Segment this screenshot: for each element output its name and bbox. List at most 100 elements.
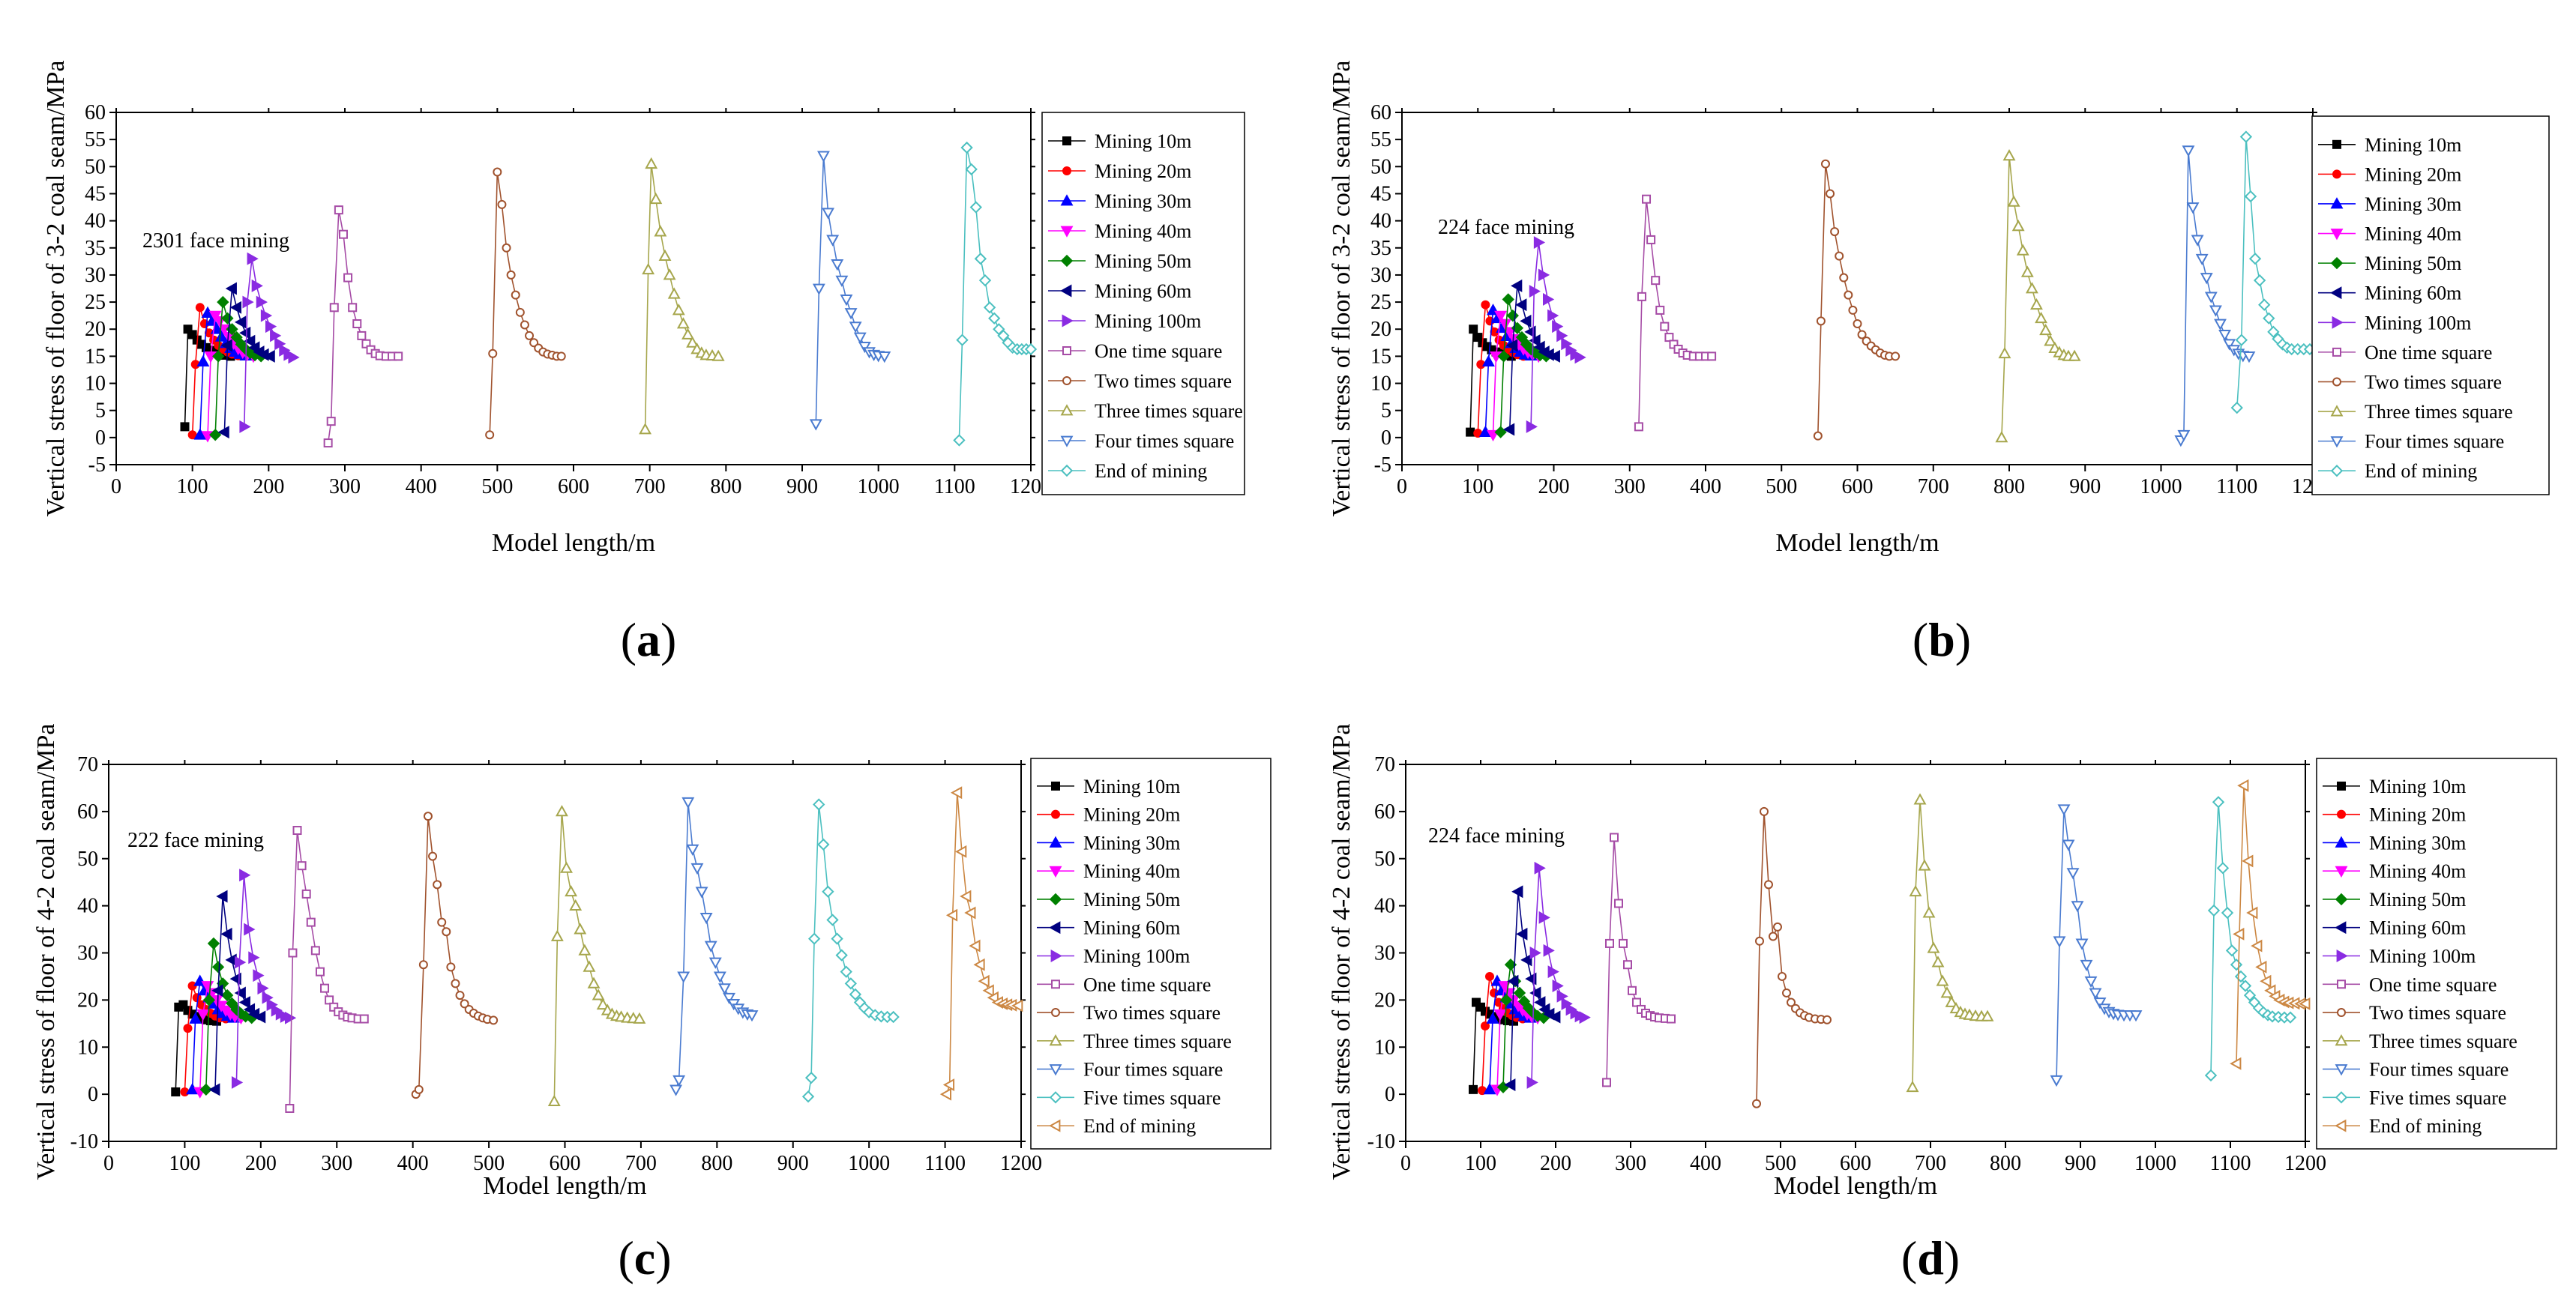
data-point — [2071, 901, 2084, 913]
x-tick-label: 1000 — [2134, 1152, 2176, 1175]
y-tick-label: 30 — [1370, 264, 1391, 287]
data-point — [1637, 292, 1646, 301]
legend-marker — [2335, 866, 2348, 878]
data-point — [265, 320, 277, 333]
y-tick-label: 70 — [1374, 753, 1395, 776]
data-point — [525, 330, 535, 340]
data-point — [2209, 305, 2222, 317]
data-point — [217, 295, 229, 309]
data-point — [817, 151, 830, 163]
x-tick-label: 400 — [406, 475, 437, 498]
data-point — [1485, 971, 1494, 981]
series-four-times-square — [2050, 804, 2143, 1087]
data-point — [1534, 861, 1546, 875]
data-point — [2243, 988, 2257, 1002]
data-point — [681, 797, 695, 809]
data-point — [1466, 427, 1475, 437]
y-axis-title: Vertical stress of floor of 3-2 coal sea… — [1328, 61, 1355, 517]
series-mining-100m — [231, 869, 297, 1089]
data-point — [1664, 333, 1674, 342]
legend-marker — [2337, 781, 2346, 791]
data-point — [960, 141, 973, 154]
data-point — [433, 880, 442, 890]
series-end-of-mining — [953, 141, 1038, 447]
y-tick-label: 55 — [1370, 128, 1391, 151]
legend-frame — [2311, 115, 2550, 495]
x-tick-label: 1000 — [848, 1152, 890, 1175]
series-end-of-mining — [939, 786, 1023, 1101]
data-point — [826, 235, 840, 247]
data-point — [1515, 330, 1529, 344]
legend-label: Three times square — [1083, 1030, 1232, 1052]
legend-marker — [2335, 921, 2347, 935]
legend-marker — [2337, 980, 2346, 989]
x-tick-label: 1000 — [2140, 475, 2182, 498]
data-point — [822, 208, 835, 220]
data-point — [1610, 833, 1619, 842]
data-point — [2080, 959, 2093, 972]
legend-marker — [2330, 405, 2344, 417]
data-point — [642, 262, 655, 275]
data-point — [942, 1078, 955, 1091]
x-tick-label: 0 — [1400, 1152, 1411, 1175]
data-point — [969, 939, 981, 953]
x-tick-label: 500 — [1765, 1152, 1796, 1175]
data-point — [1543, 944, 1555, 957]
panel-paren: ( — [618, 1231, 634, 1285]
data-point — [1623, 960, 1632, 970]
y-tick-label: 40 — [1370, 210, 1391, 233]
legend-label: Four times square — [2365, 431, 2504, 453]
y-tick-label: 25 — [85, 291, 106, 314]
legend-label: Mining 20m — [1095, 160, 1191, 182]
data-point — [745, 1010, 759, 1022]
data-point — [225, 282, 237, 295]
data-point — [667, 287, 681, 299]
data-point — [569, 899, 583, 911]
series-line — [235, 875, 290, 1083]
plot-annotation: 222 face mining — [127, 829, 264, 852]
legend-label: Mining 40m — [1083, 860, 1180, 882]
data-point — [955, 845, 967, 858]
data-point — [520, 320, 529, 330]
x-tick-label: 1000 — [858, 475, 900, 498]
data-point — [1511, 279, 1523, 292]
data-point — [329, 303, 339, 313]
x-tick-label: 800 — [1990, 1152, 2021, 1175]
chart-panel-b: 0100200300400500600700800900100011001200… — [1328, 61, 2550, 666]
legend-label: Mining 60m — [1095, 280, 1191, 302]
data-point — [804, 1071, 818, 1084]
data-point — [1844, 290, 1853, 300]
data-point — [325, 995, 334, 1005]
legend-label: Mining 100m — [2369, 946, 2476, 968]
data-point — [212, 350, 225, 363]
data-point — [2251, 939, 2263, 953]
data-point — [485, 430, 495, 440]
legend-marker — [2332, 377, 2341, 387]
data-point — [578, 944, 592, 956]
data-point — [649, 192, 663, 205]
legend-marker — [2335, 1033, 2348, 1046]
data-point — [2020, 265, 2034, 277]
data-point — [840, 295, 853, 307]
data-point — [292, 826, 302, 836]
legend-marker — [1060, 284, 1072, 298]
series-line — [415, 816, 494, 1095]
legend-marker — [1060, 404, 1074, 416]
series-three-times-square — [1906, 793, 1994, 1093]
data-point — [1549, 1010, 1561, 1024]
y-tick-label: 50 — [77, 848, 98, 871]
data-point — [442, 927, 451, 937]
data-point — [2204, 292, 2218, 304]
data-point — [221, 312, 234, 325]
data-point — [1481, 354, 1495, 367]
data-point — [451, 979, 460, 988]
x-tick-label: 1200 — [2284, 1152, 2326, 1175]
data-point — [2007, 195, 2020, 207]
legend-marker — [1049, 921, 1061, 935]
legend-label: Mining 60m — [2365, 283, 2461, 304]
x-tick-label: 600 — [1840, 1152, 1871, 1175]
data-point — [1493, 1009, 1507, 1021]
data-point — [1830, 227, 1840, 237]
legend-label: Four times square — [1083, 1059, 1223, 1081]
